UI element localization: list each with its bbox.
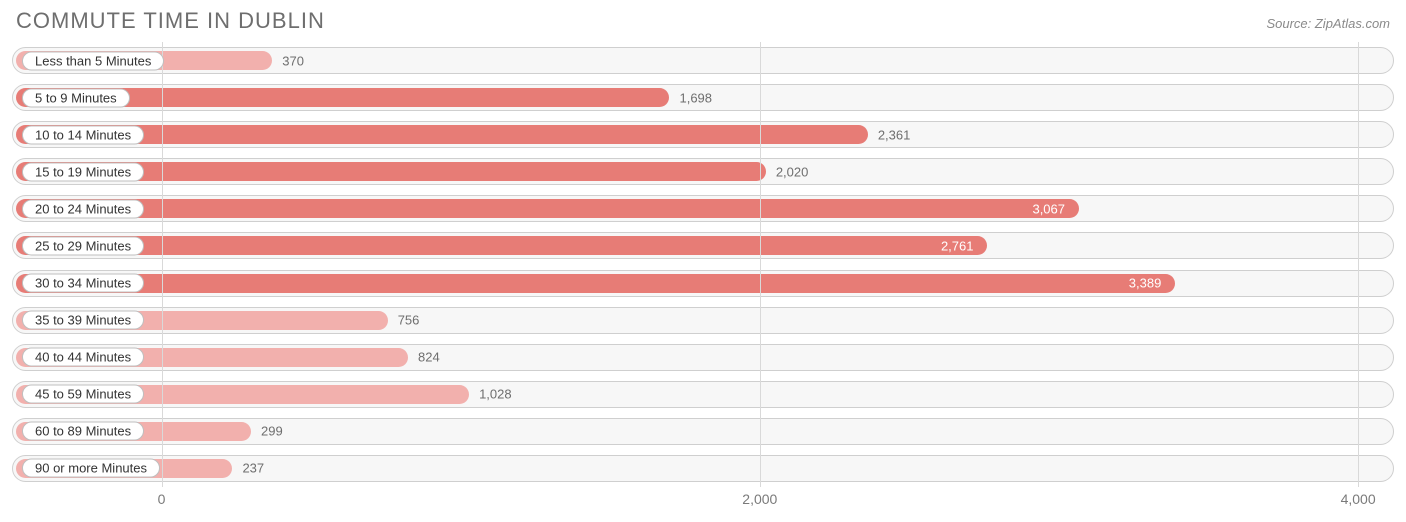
bar-row: 60 to 89 Minutes 299 [12, 418, 1394, 445]
bar-category-label: 25 to 29 Minutes [22, 236, 144, 255]
bar-value-label: 299 [261, 424, 283, 439]
x-axis-tick: 0 [158, 491, 166, 507]
bar-category-label: 35 to 39 Minutes [22, 311, 144, 330]
bar-value-label: 3,067 [1032, 201, 1065, 216]
bar-value-label: 237 [242, 461, 264, 476]
bar-category-label: 45 to 59 Minutes [22, 385, 144, 404]
bar-fill [16, 199, 1079, 218]
chart-header: COMMUTE TIME IN DUBLIN Source: ZipAtlas.… [12, 8, 1394, 42]
bar-category-label: 90 or more Minutes [22, 459, 160, 478]
bar-row: 45 to 59 Minutes 1,028 [12, 381, 1394, 408]
bar-row: 15 to 19 Minutes 2,020 [12, 158, 1394, 185]
bar-category-label: 20 to 24 Minutes [22, 199, 144, 218]
bar-value-label: 1,028 [479, 387, 512, 402]
bar-category-label: 60 to 89 Minutes [22, 422, 144, 441]
grid-line [162, 42, 163, 487]
bar-value-label: 1,698 [679, 90, 712, 105]
bar-row: 20 to 24 Minutes 3,067 [12, 195, 1394, 222]
bar-row: 5 to 9 Minutes 1,698 [12, 84, 1394, 111]
x-axis-tick: 2,000 [742, 491, 777, 507]
bar-row: 40 to 44 Minutes 824 [12, 344, 1394, 371]
bar-row: 10 to 14 Minutes 2,361 [12, 121, 1394, 148]
bar-value-label: 824 [418, 350, 440, 365]
bar-fill [16, 274, 1175, 293]
bar-category-label: Less than 5 Minutes [22, 51, 164, 70]
bar-row: 35 to 39 Minutes 756 [12, 307, 1394, 334]
bar-value-label: 2,361 [878, 127, 911, 142]
bar-value-label: 2,761 [941, 238, 974, 253]
plot-area: Less than 5 Minutes 370 5 to 9 Minutes 1,69… [12, 42, 1394, 487]
bar-value-label: 3,389 [1129, 276, 1162, 291]
bar-category-label: 15 to 19 Minutes [22, 162, 144, 181]
bars-container: Less than 5 Minutes 370 5 to 9 Minutes 1,69… [12, 42, 1394, 487]
bar-row: 30 to 34 Minutes 3,389 [12, 270, 1394, 297]
bar-row: 90 or more Minutes 237 [12, 455, 1394, 482]
bar-row: Less than 5 Minutes 370 [12, 47, 1394, 74]
grid-line [1358, 42, 1359, 487]
commute-time-chart: COMMUTE TIME IN DUBLIN Source: ZipAtlas.… [0, 0, 1406, 522]
bar-value-label: 756 [398, 313, 420, 328]
bar-category-label: 5 to 9 Minutes [22, 88, 130, 107]
chart-title: COMMUTE TIME IN DUBLIN [16, 8, 325, 34]
bar-value-label: 2,020 [776, 164, 809, 179]
bar-category-label: 30 to 34 Minutes [22, 274, 144, 293]
bar-value-label: 370 [282, 53, 304, 68]
bar-category-label: 10 to 14 Minutes [22, 125, 144, 144]
bar-row: 25 to 29 Minutes 2,761 [12, 232, 1394, 259]
chart-source: Source: ZipAtlas.com [1266, 16, 1390, 31]
grid-line [760, 42, 761, 487]
x-axis-tick: 4,000 [1341, 491, 1376, 507]
bar-category-label: 40 to 44 Minutes [22, 348, 144, 367]
x-axis: 0 2,000 4,000 [12, 487, 1394, 515]
